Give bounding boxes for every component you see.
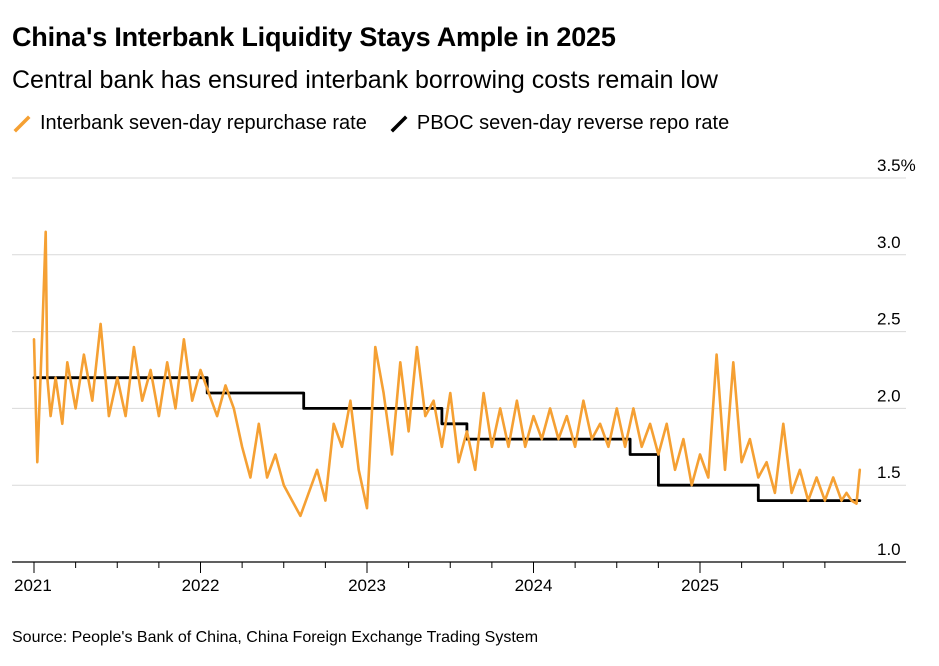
legend-swatch-interbank xyxy=(13,115,31,133)
y-axis-labels: 1.0 1.5 2.0 2.5 3.0 3.5% xyxy=(877,156,916,559)
y-tick-label-3: 2.5 xyxy=(877,310,901,329)
y-tick-label-2: 2.0 xyxy=(877,386,901,405)
x-tick-label-1: 2022 xyxy=(182,576,220,595)
x-tick-label-2: 2023 xyxy=(348,576,386,595)
legend-swatch-pboc xyxy=(390,115,408,133)
legend-label-interbank: Interbank seven-day repurchase rate xyxy=(40,111,367,134)
gridlines xyxy=(12,177,906,563)
series-line-interbank-repo xyxy=(32,230,862,518)
x-tick-label-3: 2024 xyxy=(515,576,553,595)
chart-subtitle: Central bank has ensured interbank borro… xyxy=(12,66,718,94)
chart-title: China's Interbank Liquidity Stays Ample … xyxy=(12,22,616,52)
series-layer xyxy=(32,230,862,518)
x-tick-label-4: 2025 xyxy=(681,576,719,595)
y-tick-label-1: 1.5 xyxy=(877,463,901,482)
x-tick-label-0: 2021 xyxy=(14,576,52,595)
legend: Interbank seven-day repurchase rate PBOC… xyxy=(12,110,751,136)
legend-item-pboc: PBOC seven-day reverse repo rate xyxy=(389,112,729,135)
y-tick-label-5: 3.5% xyxy=(877,156,916,175)
source-note: Source: People's Bank of China, China Fo… xyxy=(12,629,539,646)
y-tick-label-4: 3.0 xyxy=(877,233,901,252)
x-axis: 2021 2022 2023 2024 2025 xyxy=(12,561,906,595)
legend-item-interbank: Interbank seven-day repurchase rate xyxy=(12,112,367,135)
y-tick-label-0: 1.0 xyxy=(877,540,901,559)
legend-label-pboc: PBOC seven-day reverse repo rate xyxy=(416,111,730,134)
